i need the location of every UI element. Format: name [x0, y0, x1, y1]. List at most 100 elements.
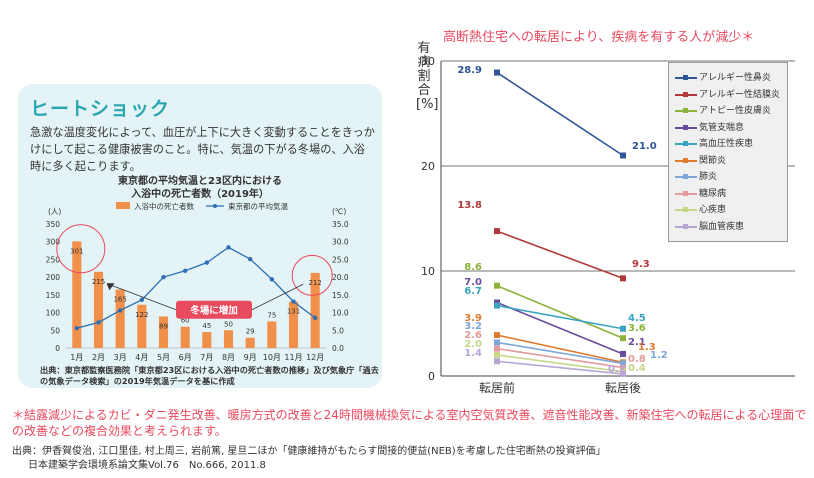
after-value-label: 0.2 [608, 364, 626, 375]
legend-item: アトピー性皮膚炎 [675, 104, 771, 118]
legend-marker [675, 187, 699, 201]
right-y-tick: 35.0 [332, 220, 349, 229]
temperature-point [204, 260, 210, 265]
callout-text: 冬場に増加 [190, 305, 238, 317]
right-y-tick: 25.0 [332, 255, 349, 264]
legend-marker [675, 203, 699, 217]
legend-line-label: 東京都の平均気温 [228, 201, 288, 211]
legend-item: 気管支喘息 [675, 121, 744, 135]
callout-arrow-left [108, 283, 177, 311]
series-line [496, 230, 624, 280]
month-label: 2月 [92, 353, 105, 362]
series-point-after [620, 152, 626, 159]
legend-marker [675, 88, 699, 102]
after-value-label: 4.5 [628, 313, 646, 324]
death-bar [93, 271, 104, 348]
death-bar-label: 75 [267, 311, 276, 319]
highlight-circle-dec [291, 254, 333, 296]
before-value-label: 28.9 [457, 65, 482, 76]
legend-item: 脳血管疾患 [675, 220, 744, 234]
legend-bar-label: 入浴中の死亡者数 [134, 201, 194, 211]
temperature-line [76, 246, 316, 329]
death-bar [180, 326, 190, 348]
death-bar [245, 337, 255, 348]
y-tick-label: 20 [421, 160, 435, 173]
death-temperature-chart: 東京都の平均気温と23区内における入浴中の死亡者数（2019年）入浴中の死亡者数… [46, 174, 349, 362]
callout-arrow-right [251, 283, 304, 311]
legend-item: 肺炎 [675, 170, 717, 184]
left-axis-unit: (人) [48, 207, 61, 216]
series-point-before [494, 332, 500, 339]
source-line-1: 出典：伊香賀俊治, 江口里佳, 村上周三, 岩前篤, 星旦二ほか「健康維持がもた… [12, 446, 606, 457]
series-line [496, 360, 624, 375]
x-category-label: 転居後 [605, 381, 641, 395]
death-bar [267, 321, 277, 348]
before-value-label: 2.6 [464, 330, 482, 341]
death-bar [72, 241, 82, 348]
left-y-tick: 300 [46, 238, 61, 247]
series-line [496, 71, 624, 157]
month-label: 7月 [200, 353, 213, 362]
before-value-label: 13.8 [457, 200, 482, 211]
callout-box [176, 300, 252, 319]
series-point-before [494, 358, 500, 365]
death-bar [158, 316, 169, 348]
right-y-tick: 30.0 [332, 238, 349, 247]
after-value-label: 1.2 [650, 350, 668, 361]
disease-chart-ylabel: 有病割合[%] [416, 41, 439, 112]
legend-label: 糖尿病 [699, 188, 727, 199]
temperature-point [117, 308, 123, 313]
death-bar-label: 60 [181, 317, 190, 325]
right-y-tick: 5.0 [332, 326, 344, 335]
x-category-label: 転居前 [479, 380, 515, 395]
legend-label: 気管支喘息 [699, 122, 745, 133]
series-line [496, 341, 624, 365]
before-value-label: 2.0 [464, 339, 482, 350]
legend-label: アレルギー性結膜炎 [699, 89, 781, 100]
death-bar [202, 332, 212, 348]
legend-item: 心疾患 [675, 203, 726, 217]
series-point-before [494, 282, 500, 289]
left-y-tick: 50 [50, 326, 60, 335]
legend-item: アレルギー性結膜炎 [675, 88, 780, 102]
death-bar-label: 89 [159, 322, 168, 330]
legend-item: 糖尿病 [675, 187, 726, 201]
month-label: 12月 [306, 353, 324, 362]
series-point-after [620, 360, 626, 367]
series-point-before [494, 299, 500, 306]
left-chart-title-line2: 入浴中の死亡者数（2019年） [131, 187, 269, 200]
left-y-tick: 350 [46, 220, 61, 229]
month-label: 3月 [114, 353, 127, 362]
highlight-circle-jan [56, 224, 106, 274]
series-point-after [620, 370, 626, 377]
right-axis-unit: (℃) [332, 207, 346, 216]
month-label: 6月 [179, 353, 192, 362]
temperature-point [312, 315, 318, 321]
legend-line-marker [213, 204, 217, 208]
series-point-before [494, 345, 500, 352]
after-value-label: 9.3 [632, 259, 650, 270]
legend-label: 脳血管疾患 [699, 221, 745, 232]
death-bar-label: 50 [224, 320, 233, 328]
legend-label: アレルギー性鼻炎 [699, 73, 772, 83]
y-tick-label: 30 [421, 55, 435, 68]
before-value-label: 1.4 [464, 348, 482, 359]
footnote: ＊結露減少によるカビ・ダニ発生改善、暖房方式の改善と24時間機械換気による室内空… [12, 408, 807, 438]
right-y-tick: 20.0 [332, 273, 349, 282]
left-y-tick: 200 [46, 273, 61, 282]
series-point-before [494, 228, 500, 235]
series-point-after [620, 275, 626, 282]
y-tick-label: 0 [428, 370, 435, 383]
series-point-after [620, 335, 626, 342]
death-bar [223, 330, 234, 348]
temperature-point [96, 320, 101, 325]
after-value-label: 1.3 [638, 342, 656, 353]
legend-marker [675, 71, 699, 85]
after-value-label: 0.8 [628, 354, 646, 365]
source-citation: 出典：伊香賀俊治, 江口里佳, 村上周三, 岩前篤, 星旦二ほか「健康維持がもた… [12, 445, 807, 473]
left-y-tick: 250 [46, 255, 61, 264]
series-line [496, 304, 624, 330]
temperature-point [247, 256, 253, 262]
death-bar [137, 304, 147, 348]
